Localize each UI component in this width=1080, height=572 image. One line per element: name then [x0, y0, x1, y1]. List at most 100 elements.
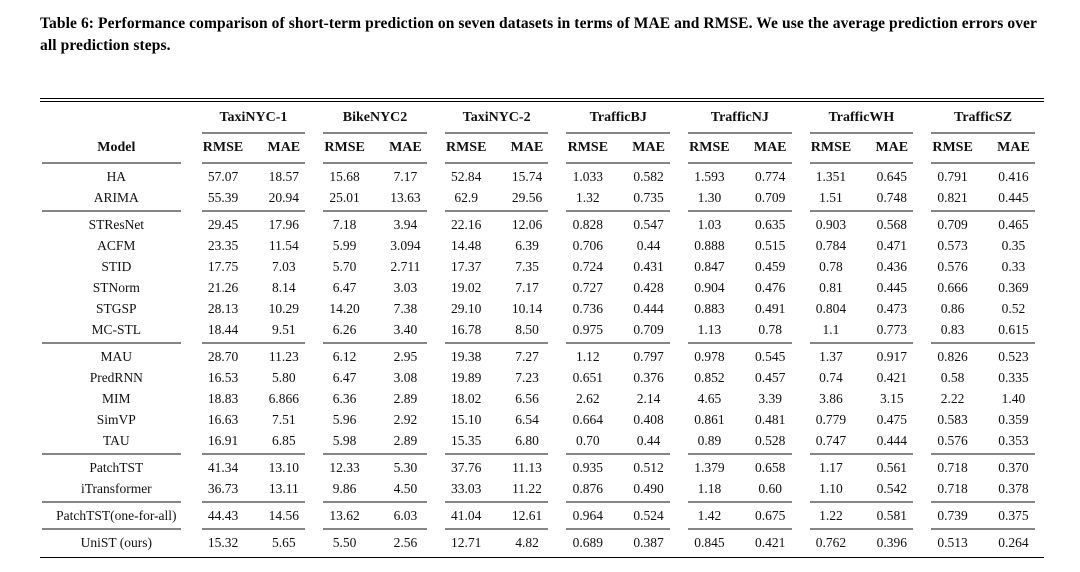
- value-cell: 36.73: [207, 480, 239, 496]
- model-header: Model: [97, 139, 136, 155]
- value-cell: 0.444: [876, 432, 907, 448]
- value-cell: 2.89: [393, 390, 418, 406]
- value-cell: 0.524: [633, 507, 664, 523]
- rule-segment: [436, 451, 558, 457]
- value-cell: 6.39: [515, 237, 539, 253]
- value-cell: 0.774: [755, 168, 786, 184]
- model-name-cell: MC-STL: [91, 321, 142, 337]
- table-caption: Table 6: Performance comparison of short…: [40, 15, 1037, 55]
- metric-header-rmse: RMSE: [324, 139, 365, 155]
- value-cell: 3.40: [393, 321, 418, 337]
- rule-line: [809, 342, 914, 344]
- value-cell: 0.773: [876, 321, 907, 337]
- value-cell: 0.727: [572, 279, 603, 295]
- value-cell: 0.264: [998, 534, 1029, 550]
- value-cell: 0.459: [755, 258, 786, 274]
- value-cell: 0.78: [758, 321, 782, 337]
- rule-line: [809, 132, 914, 134]
- value-cell: 3.39: [758, 390, 782, 406]
- model-rule-segment: [40, 340, 193, 346]
- rule-separator-row: [40, 451, 1044, 457]
- value-cell: 3.08: [393, 369, 418, 385]
- rule-separator-row: [40, 208, 1044, 214]
- value-cell: 7.03: [272, 258, 296, 274]
- rule-line: [323, 210, 427, 212]
- value-cell: 0.428: [633, 279, 664, 295]
- value-cell: 16.53: [207, 369, 239, 385]
- value-cell: 29.56: [511, 189, 543, 205]
- value-cell: 13.62: [329, 507, 360, 523]
- rule-line: [566, 528, 670, 530]
- rule-line: [931, 528, 1035, 530]
- value-cell: 18.02: [451, 390, 482, 406]
- value-cell: 0.465: [998, 216, 1029, 232]
- metric-header-rmse: RMSE: [567, 139, 609, 155]
- value-cell: 1.32: [575, 189, 600, 205]
- rule-segment: [557, 340, 679, 346]
- value-cell: 0.359: [998, 411, 1029, 427]
- value-cell: 0.44: [636, 237, 661, 253]
- value-cell: 0.845: [694, 534, 725, 550]
- value-cell: 0.964: [572, 507, 603, 523]
- rule-line: [323, 162, 427, 164]
- value-cell: 12.06: [511, 216, 543, 232]
- value-cell: 0.762: [815, 534, 847, 550]
- value-cell: 2.95: [393, 348, 418, 364]
- value-cell: 0.615: [998, 321, 1029, 337]
- rule-line: [444, 210, 549, 212]
- rule-segment: [436, 499, 558, 505]
- rule-line: [444, 528, 549, 530]
- value-cell: 7.51: [272, 411, 296, 427]
- rule-segment: [679, 160, 801, 166]
- value-cell: 5.99: [332, 237, 357, 253]
- dataset-header: BikeNYC2: [342, 109, 408, 125]
- rule-segment: [801, 526, 923, 532]
- value-cell: 0.724: [572, 258, 603, 274]
- rule-separator-row: [40, 130, 1044, 136]
- value-cell: 13.10: [268, 459, 299, 475]
- value-cell: 0.547: [633, 216, 664, 232]
- value-cell: 0.421: [755, 534, 786, 550]
- value-cell: 15.32: [207, 534, 239, 550]
- rule-segment: [314, 130, 436, 136]
- value-cell: 0.70: [575, 432, 600, 448]
- value-cell: 7.35: [515, 258, 539, 274]
- value-cell: 4.65: [697, 390, 722, 406]
- rule-line: [566, 162, 670, 164]
- dataset-header: TaxiNYC-2: [462, 109, 531, 125]
- value-cell: 0.791: [937, 168, 968, 184]
- metric-header-rmse: RMSE: [202, 139, 244, 155]
- value-cell: 0.736: [572, 300, 603, 316]
- value-cell: 19.02: [451, 279, 482, 295]
- rule-segment: [679, 208, 801, 214]
- model-name-cell: ACFM: [97, 237, 136, 253]
- rule-line: [931, 210, 1035, 212]
- metric-header-row: Model RMSE MAE RMSE MAE RMSE MAE RMSE MAE RMSE MAE…: [40, 136, 1044, 160]
- value-cell: 13.63: [390, 189, 421, 205]
- value-cell: 62.9: [454, 189, 479, 205]
- rule-segment: [193, 451, 315, 457]
- value-cell: 21.26: [207, 279, 239, 295]
- value-cell: 0.542: [876, 480, 907, 496]
- rule-segment: [314, 499, 436, 505]
- rule-segment: [801, 130, 923, 136]
- value-cell: 7.27: [515, 348, 539, 364]
- value-cell: 0.797: [633, 348, 664, 364]
- rule-segment: [801, 340, 923, 346]
- value-cell: 4.82: [515, 534, 539, 550]
- value-cell: 0.416: [998, 168, 1029, 184]
- value-cell: 0.445: [876, 279, 907, 295]
- value-cell: 0.512: [633, 459, 664, 475]
- value-cell: 0.490: [633, 480, 664, 496]
- value-cell: 0.735: [633, 189, 664, 205]
- rule-line: [566, 210, 670, 212]
- value-cell: 11.54: [268, 237, 299, 253]
- value-cell: 2.62: [575, 390, 600, 406]
- value-cell: 6.47: [332, 369, 357, 385]
- rule-segment: [557, 499, 679, 505]
- value-cell: 11.22: [512, 480, 542, 496]
- value-cell: 0.876: [572, 480, 603, 496]
- value-cell: 0.471: [876, 237, 907, 253]
- rule-line: [809, 528, 914, 530]
- value-cell: 15.10: [451, 411, 482, 427]
